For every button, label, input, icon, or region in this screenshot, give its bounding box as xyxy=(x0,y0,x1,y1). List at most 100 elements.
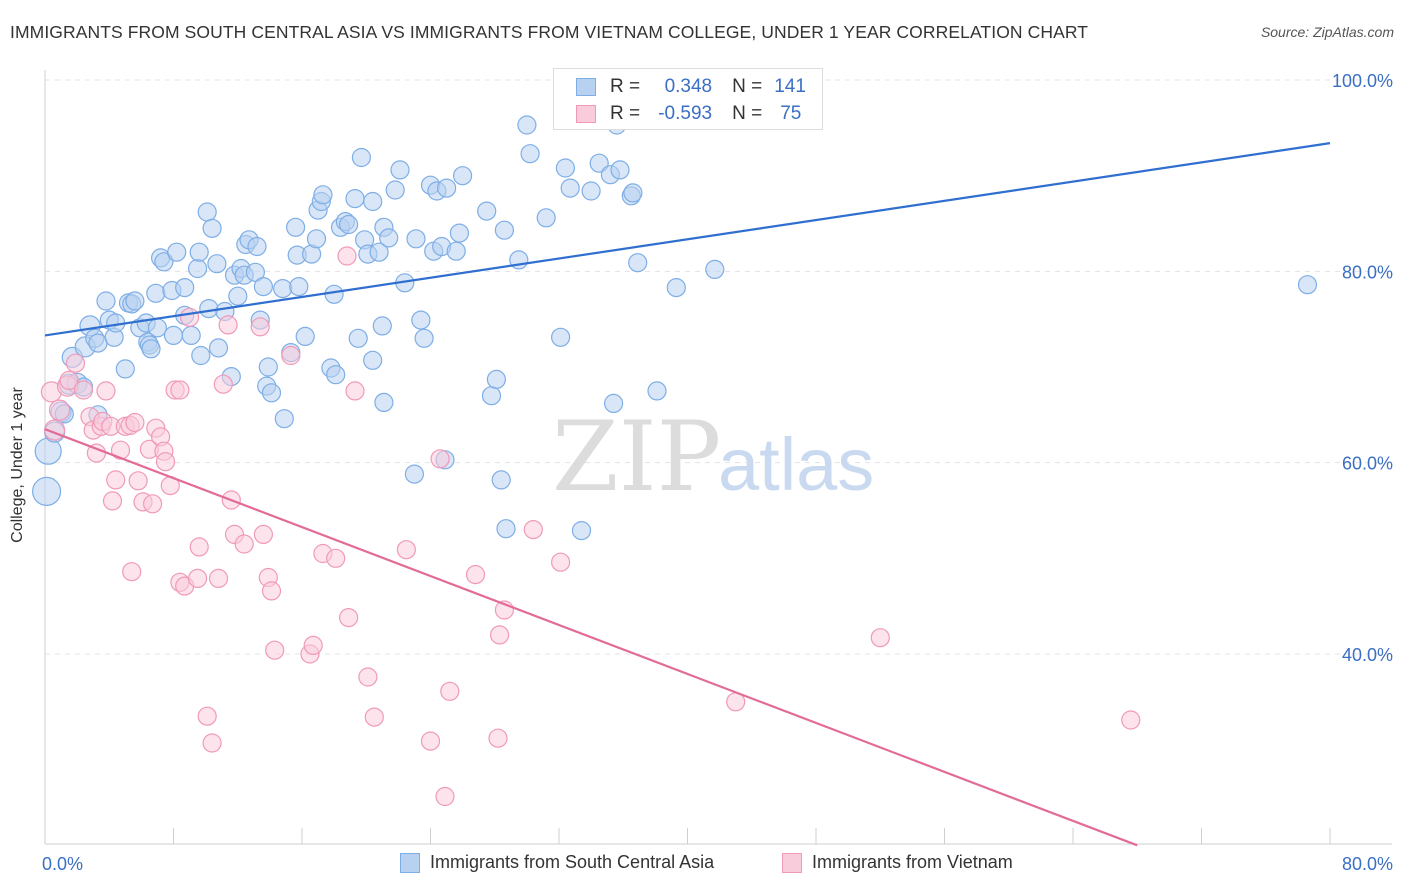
x-tick-label: 80.0% xyxy=(1342,854,1393,874)
point-vietnam xyxy=(265,640,285,660)
y-tick-labels: 100.0% 80.0% 60.0% 40.0% xyxy=(1332,71,1393,665)
point-south-central-asia xyxy=(189,242,209,262)
point-vietnam xyxy=(213,374,233,394)
source-note: Source: ZipAtlas.com xyxy=(1260,24,1394,40)
legend-swatch-south-central-asia xyxy=(400,852,420,873)
y-tick-label: 40.0% xyxy=(1342,645,1393,665)
point-south-central-asia xyxy=(369,242,389,262)
trend-lines xyxy=(44,142,1331,847)
point-south-central-asia xyxy=(295,326,315,346)
point-south-central-asia xyxy=(324,284,344,304)
series-points xyxy=(31,115,1318,807)
point-south-central-asia xyxy=(274,409,294,429)
y-tick-label: 60.0% xyxy=(1342,454,1393,474)
point-vietnam xyxy=(106,470,126,490)
n-label: N = xyxy=(732,76,763,97)
legend-label: Immigrants from Vietnam xyxy=(812,852,1013,872)
watermark: ZIP atlas xyxy=(552,401,874,513)
point-south-central-asia xyxy=(385,180,405,200)
point-south-central-asia xyxy=(446,241,466,261)
point-vietnam xyxy=(59,370,79,390)
legend-item-south-central-asia: Immigrants from South Central Asia xyxy=(400,852,714,873)
point-vietnam xyxy=(197,706,217,726)
point-south-central-asia xyxy=(581,181,601,201)
point-south-central-asia xyxy=(390,160,410,180)
point-south-central-asia xyxy=(374,392,394,412)
n-value: 75 xyxy=(780,103,802,124)
legend-swatch-vietnam xyxy=(576,105,596,123)
point-south-central-asia xyxy=(167,242,187,262)
point-vietnam xyxy=(110,440,131,460)
legend-label: Immigrants from South Central Asia xyxy=(430,852,715,872)
point-vietnam xyxy=(358,667,378,687)
point-vietnam xyxy=(870,628,890,648)
point-vietnam xyxy=(440,681,460,701)
point-south-central-asia xyxy=(406,229,426,249)
point-vietnam xyxy=(465,564,486,585)
point-vietnam xyxy=(73,380,94,400)
point-vietnam xyxy=(364,707,384,727)
r-label: R = xyxy=(610,103,641,124)
point-south-central-asia xyxy=(351,147,371,168)
point-south-central-asia xyxy=(175,278,195,298)
point-south-central-asia xyxy=(253,277,273,297)
point-south-central-asia xyxy=(571,520,592,541)
point-south-central-asia xyxy=(404,464,424,484)
point-south-central-asia xyxy=(191,345,211,366)
point-vietnam xyxy=(345,381,365,401)
point-south-central-asia xyxy=(449,223,469,243)
point-south-central-asia xyxy=(603,393,624,413)
point-south-central-asia xyxy=(197,202,217,222)
point-south-central-asia xyxy=(125,291,145,311)
point-south-central-asia xyxy=(163,325,184,345)
point-south-central-asia xyxy=(372,316,392,336)
point-vietnam xyxy=(218,315,238,335)
n-label: N = xyxy=(732,103,763,124)
watermark-atlas: atlas xyxy=(718,423,874,506)
point-south-central-asia xyxy=(666,278,686,298)
gridlines xyxy=(45,79,1392,655)
point-vietnam xyxy=(180,307,200,327)
point-south-central-asia xyxy=(363,191,383,212)
point-south-central-asia xyxy=(491,470,511,490)
point-vietnam xyxy=(189,537,209,557)
point-south-central-asia xyxy=(202,218,222,238)
point-vietnam xyxy=(550,552,571,572)
point-vietnam xyxy=(430,449,450,469)
point-vietnam xyxy=(435,786,455,807)
point-south-central-asia xyxy=(258,357,278,377)
r-value: -0.593 xyxy=(658,103,713,124)
point-vietnam xyxy=(96,381,116,401)
point-south-central-asia xyxy=(477,201,497,221)
legend-swatch-vietnam xyxy=(782,852,802,873)
x-tick-labels: 0.0% 80.0% xyxy=(42,854,1393,874)
point-vietnam xyxy=(65,353,86,373)
point-vietnam xyxy=(125,412,145,433)
point-south-central-asia xyxy=(261,383,282,403)
point-south-central-asia xyxy=(339,214,359,235)
chart-title: IMMIGRANTS FROM SOUTH CENTRAL ASIA VS IM… xyxy=(10,22,1089,42)
legend-swatch-south-central-asia xyxy=(576,78,596,96)
point-south-central-asia xyxy=(555,158,576,178)
point-south-central-asia xyxy=(520,144,540,164)
point-vietnam xyxy=(523,519,543,540)
point-south-central-asia xyxy=(306,229,327,249)
point-south-central-asia xyxy=(1297,275,1318,295)
point-south-central-asia xyxy=(348,328,368,348)
point-south-central-asia xyxy=(379,228,399,248)
watermark-zip: ZIP xyxy=(552,401,721,513)
point-south-central-asia xyxy=(705,259,725,279)
point-vietnam xyxy=(253,524,273,545)
point-south-central-asia xyxy=(496,519,516,539)
point-south-central-asia xyxy=(289,277,309,297)
point-south-central-asia xyxy=(453,166,473,186)
legend-item-vietnam: Immigrants from Vietnam xyxy=(782,852,1013,873)
point-south-central-asia xyxy=(589,153,609,173)
series-legend: Immigrants from South Central Asia Immig… xyxy=(0,852,1406,878)
point-south-central-asia xyxy=(146,283,166,303)
point-south-central-asia xyxy=(560,178,580,198)
point-south-central-asia xyxy=(247,236,267,257)
point-vietnam xyxy=(102,491,123,511)
point-south-central-asia xyxy=(437,178,457,198)
point-vietnam xyxy=(261,581,282,601)
